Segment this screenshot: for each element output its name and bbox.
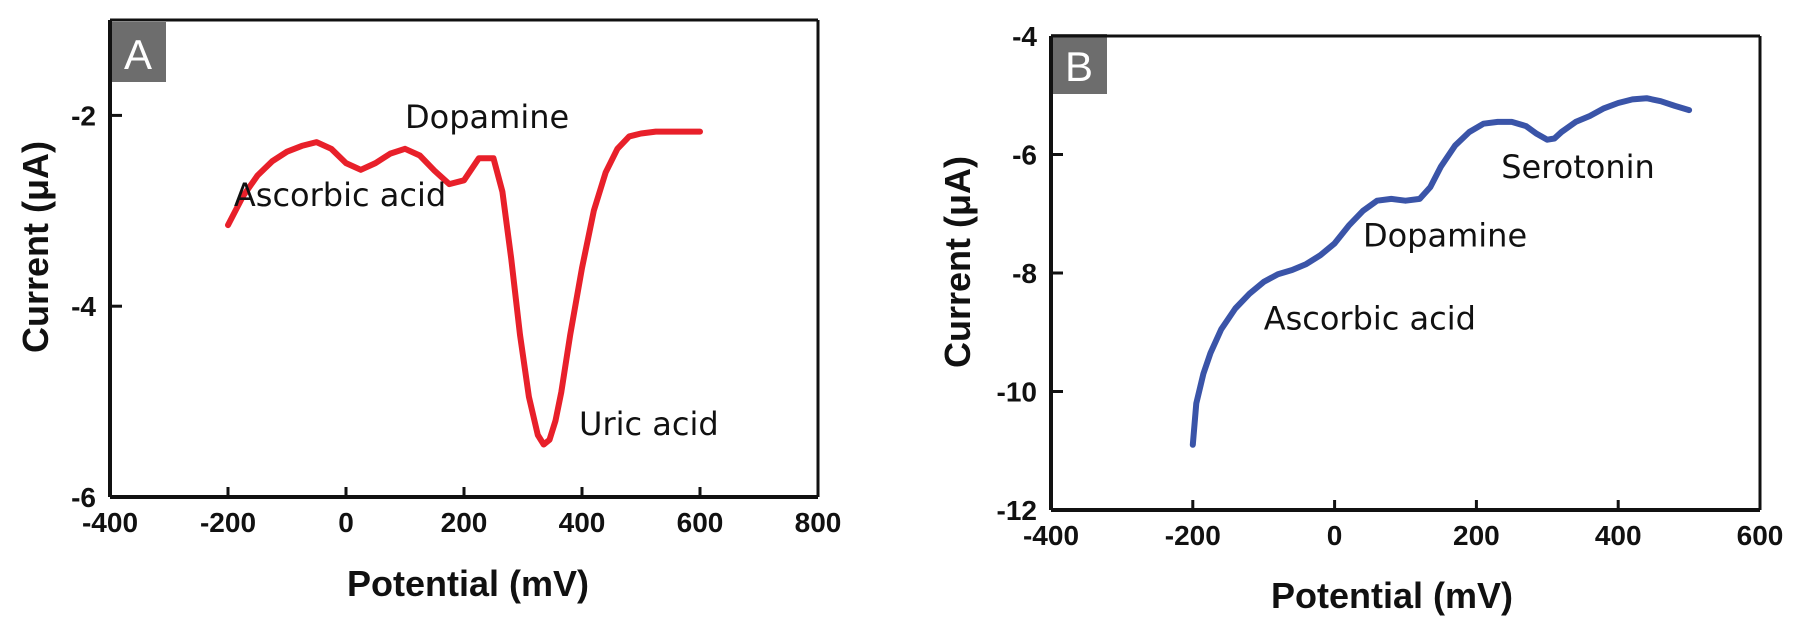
panel-a-x-axis-title: Potential (mV) [347,563,589,604]
panel-b-annotation: Ascorbic acid [1264,299,1476,337]
panel-a-annotation: Uric acid [579,405,719,443]
panel-b-x-tick-label: 0 [1327,520,1343,551]
panel-a-x-tick-label: -400 [82,507,138,538]
panel-a-annotation: Ascorbic acid [234,176,446,214]
panel-a-y-tick-label: -6 [71,482,96,513]
panel-b-x-axis-title: Potential (mV) [1271,575,1513,616]
panel-b-y-tick-label: -10 [997,377,1037,408]
panel-a-y-axis-title: Current (μA) [15,141,56,353]
panel-b-annotations: Ascorbic acid Dopamine Serotonin [1264,148,1655,337]
panel-a-x-tick-label: 200 [441,507,488,538]
panel-a-label-box [110,22,166,82]
panel-b-y-tick-label: -12 [997,495,1037,526]
panel-b-x-tick-label: 600 [1737,520,1784,551]
panel-b-series-line [1189,95,1693,448]
panel-a-x-tick-label: 800 [795,507,842,538]
panel-b-x-tick-label: 400 [1595,520,1642,551]
panel-b-annotation: Serotonin [1501,148,1655,186]
chart-panel-a: A -400 -200 0 200 400 600 800 -6 -4 -2 Ascorbic a… [15,18,841,604]
panel-b-ticks: -400 -200 0 200 400 600 -12 -10 -8 -6 -4 [997,21,1784,551]
panel-b-y-axis-title: Current (μA) [937,156,978,368]
panel-b-x-tick-label: 200 [1453,520,1500,551]
panel-a-x-tick-label: 400 [559,507,606,538]
panel-b-y-tick-label: -6 [1012,140,1037,171]
panel-a-y-tick-label: -4 [71,291,96,322]
panel-a-x-tick-label: 0 [338,507,354,538]
panel-b-label-box [1051,34,1107,94]
panel-b-x-tick-label: -200 [1165,520,1221,551]
panel-b-x-tick-label: -400 [1023,520,1079,551]
panel-b-y-tick-label: -8 [1012,258,1037,289]
panel-b-letter: B [1065,43,1093,90]
panel-a-y-tick-label: -2 [71,100,96,131]
panel-a-annotation: Dopamine [405,98,569,136]
panel-a-series-line [225,128,703,448]
panel-b-y-tick-label: -4 [1012,21,1037,52]
panel-a-x-tick-label: -200 [200,507,256,538]
panel-b-annotation: Dopamine [1363,216,1527,254]
chart-panel-b: B -400 -200 0 200 400 600 -12 -10 -8 -6 -4 Ascorbi… [937,21,1783,616]
panel-a-letter: A [124,31,152,78]
panel-a-annotations: Ascorbic acid Dopamine Uric acid [234,98,719,443]
panel-b-axes [1049,34,1762,512]
panel-a-x-tick-label: 600 [677,507,724,538]
panel-a-ticks: -400 -200 0 200 400 600 800 -6 -4 -2 [71,100,841,538]
